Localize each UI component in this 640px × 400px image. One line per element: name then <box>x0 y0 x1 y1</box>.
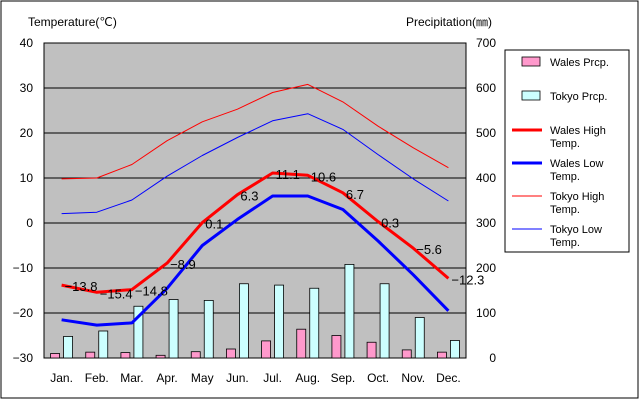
precip-bar <box>450 340 460 359</box>
precip-bar <box>414 317 425 359</box>
data-label: −14.8 <box>135 284 168 299</box>
gridlines <box>44 87 466 314</box>
x-tick-label: Nov. <box>401 371 425 385</box>
x-tick-label: Sep. <box>331 371 356 385</box>
left-y-ticks: 40 30 20 10 0 −10 −20 −30 <box>13 36 34 365</box>
left-tick-label: −20 <box>13 306 34 320</box>
legend-label: Tokyo Prcp. <box>550 91 607 103</box>
precip-bar <box>133 305 144 359</box>
precipitation-bars <box>50 263 460 359</box>
data-label: −5.6 <box>416 242 442 257</box>
precip-bar <box>366 341 377 359</box>
legend-label: Wales Prcp. <box>550 57 609 69</box>
left-tick-label: 20 <box>20 126 34 140</box>
x-tick-label: Jun. <box>226 371 249 385</box>
precip-bar <box>401 349 412 359</box>
precip-bar <box>437 351 447 359</box>
precip-bar <box>379 283 390 359</box>
temperature-line <box>61 83 449 180</box>
legend-label: Temp. <box>550 204 580 216</box>
x-tick-label: May <box>191 371 214 385</box>
precip-bar <box>331 335 342 359</box>
plot-area <box>43 42 467 359</box>
legend-label: Wales High <box>550 125 606 137</box>
x-tick-label: Mar. <box>120 371 143 385</box>
x-tick-label: Apr. <box>156 371 177 385</box>
data-label: 6.7 <box>346 187 364 202</box>
temperature-line <box>61 171 450 294</box>
data-label: −8.9 <box>170 257 196 272</box>
right-tick-label: 0 <box>489 351 496 365</box>
legend-swatch <box>521 90 541 101</box>
right-tick-label: 200 <box>476 261 496 275</box>
precip-bar <box>155 354 166 359</box>
precip-bar <box>98 330 109 359</box>
legend-label: Temp. <box>550 171 580 183</box>
precip-bar <box>190 351 201 359</box>
precip-bar <box>296 328 307 359</box>
right-tick-label: 500 <box>476 126 496 140</box>
temperature-line <box>61 113 449 215</box>
right-y-ticks: 700 600 500 400 300 200 100 0 <box>476 36 496 365</box>
precip-bar <box>309 287 320 359</box>
precip-bar <box>344 263 355 359</box>
left-axis-title: Temperature(℃) <box>28 15 117 29</box>
data-label: 11.1 <box>276 167 300 182</box>
legend-label: Temp. <box>550 237 580 249</box>
precip-bar <box>50 353 60 359</box>
right-tick-label: 600 <box>476 81 496 95</box>
data-label: 0.3 <box>381 216 399 231</box>
left-tick-label: 40 <box>20 36 34 50</box>
temperature-line <box>61 194 450 327</box>
left-tick-label: −30 <box>13 351 34 365</box>
left-tick-label: 0 <box>26 216 33 230</box>
x-tick-label: Oct. <box>367 371 389 385</box>
precip-bar <box>203 299 214 359</box>
data-label: 10.6 <box>311 169 336 184</box>
data-labels: −13.8 −15.4 −14.8−8.9 0.1 6.3 11.1 10.6 6.7 0.3 −… <box>65 167 485 301</box>
legend-label: Tokyo High <box>550 191 604 203</box>
precip-bar <box>261 340 271 359</box>
data-label: −12.3 <box>451 272 484 287</box>
legend-box <box>504 49 630 253</box>
right-tick-label: 400 <box>476 171 496 185</box>
legend-label: Temp. <box>550 138 580 150</box>
x-ticks: Jan. Feb. Mar. Apr. May Jun. Jul. Aug. Sep. Oct. N… <box>50 371 461 385</box>
legend-label: Wales Low <box>550 158 603 170</box>
legend-swatch <box>521 56 541 67</box>
precip-bar <box>239 283 249 359</box>
precip-bar <box>168 299 179 359</box>
left-tick-label: 10 <box>20 171 34 185</box>
x-tick-label: Aug. <box>295 371 320 385</box>
left-tick-label: 30 <box>20 81 34 95</box>
precip-bar <box>226 348 236 359</box>
x-tick-label: Jul. <box>263 371 282 385</box>
data-label: 0.1 <box>205 217 223 232</box>
x-tick-label: Feb. <box>85 371 109 385</box>
legend: Wales Prcp.Tokyo Prcp.Wales HighTemp.Wal… <box>512 56 609 249</box>
x-tick-label: Dec. <box>436 371 461 385</box>
precip-bar <box>274 284 284 359</box>
data-label: −15.4 <box>100 286 133 301</box>
precip-bar <box>63 335 73 359</box>
right-tick-label: 300 <box>476 216 496 230</box>
x-tick-label: Jan. <box>50 371 73 385</box>
precip-bar <box>85 351 96 359</box>
right-tick-label: 100 <box>476 306 496 320</box>
legend-label: Tokyo Low <box>550 224 602 236</box>
precip-bar <box>120 352 131 359</box>
left-tick-label: −10 <box>13 261 34 275</box>
data-label: −13.8 <box>65 279 98 294</box>
right-axis-title: Precipitation(㎜) <box>406 15 492 29</box>
right-tick-label: 700 <box>476 36 496 50</box>
data-label: 6.3 <box>240 189 258 204</box>
temperature-lines <box>61 83 450 327</box>
